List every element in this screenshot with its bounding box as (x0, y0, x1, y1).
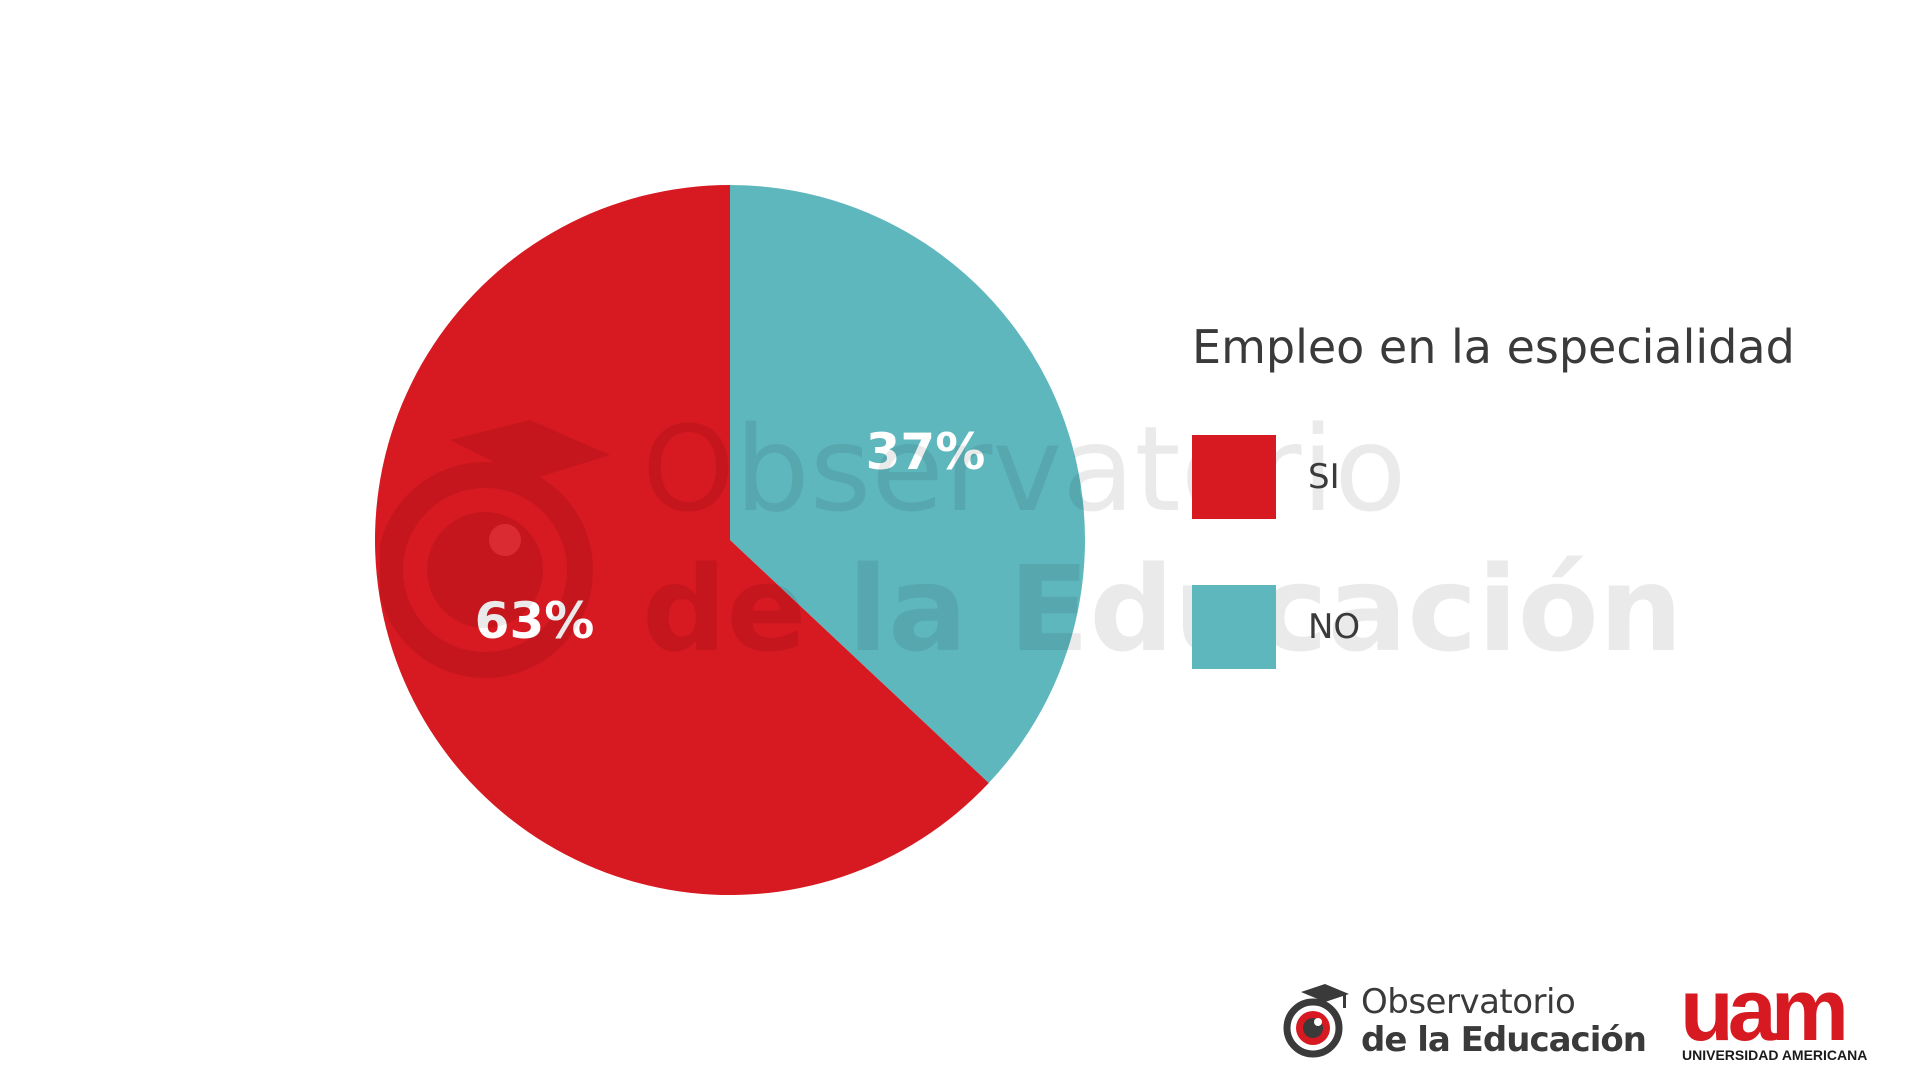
pie-slice-si (374, 185, 989, 895)
legend-label-si: SI (1308, 457, 1340, 497)
pie-slices (374, 185, 1085, 895)
legend-item-no: NO (1192, 585, 1592, 669)
observatorio-logo-line-1: Observatorio (1361, 982, 1576, 1022)
legend-item-si: SI (1192, 435, 1592, 519)
legend-title: Empleo en la especialidad (1192, 320, 1795, 374)
observatorio-logo: Observatorio de la Educación (1283, 978, 1653, 1064)
chart-legend: Empleo en la especialidad SI NO (1192, 320, 1872, 700)
observatorio-logo-line-2: de la Educación (1361, 1020, 1647, 1060)
uam-logo-mark: uam (1680, 960, 1849, 1059)
uam-logo-name: UNIVERSIDAD AMERICANA (1682, 1047, 1868, 1063)
observatorio-eye-icon (1283, 984, 1349, 1058)
legend-swatch-si (1192, 435, 1276, 519)
pie-slice-label-no: 37% (866, 423, 986, 481)
uam-logo: uam UNIVERSIDAD AMERICANA (1680, 960, 1890, 1067)
pie-slice-label-si: 63% (475, 592, 595, 650)
legend-label-no: NO (1308, 607, 1361, 647)
legend-swatch-no (1192, 585, 1276, 669)
pie-slice-labels: 37% 63% (475, 423, 986, 650)
pie-slice-no (730, 185, 1085, 784)
